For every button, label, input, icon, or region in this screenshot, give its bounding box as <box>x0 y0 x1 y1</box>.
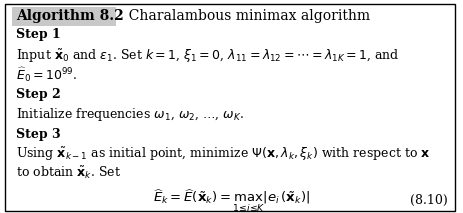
Text: Step 2: Step 2 <box>16 88 61 101</box>
Text: (8.10): (8.10) <box>409 194 447 207</box>
Text: $\widehat{E}_0 = 10^{99}$.: $\widehat{E}_0 = 10^{99}$. <box>16 66 78 84</box>
Text: Step 3: Step 3 <box>16 128 61 141</box>
Text: Algorithm 8.2: Algorithm 8.2 <box>16 9 124 23</box>
Bar <box>12 7 116 26</box>
Text: Initialize frequencies $\omega_1$, $\omega_2$, $\ldots$, $\omega_K$.: Initialize frequencies $\omega_1$, $\ome… <box>16 106 244 123</box>
Text: $\widehat{E}_k = \widehat{E}(\tilde{\mathbf{x}}_k) = \max_{1 \leq i \leq K} |e_i: $\widehat{E}_k = \widehat{E}(\tilde{\mat… <box>153 188 310 213</box>
Text: Step 1: Step 1 <box>16 28 61 41</box>
Text: Using $\tilde{\mathbf{x}}_{k-1}$ as initial point, minimize $\Psi(\mathbf{x}, \l: Using $\tilde{\mathbf{x}}_{k-1}$ as init… <box>16 145 430 163</box>
Text: Input $\tilde{\mathbf{x}}_0$ and $\varepsilon_1$. Set $k = 1$, $\xi_1 = 0$, $\la: Input $\tilde{\mathbf{x}}_0$ and $\varep… <box>16 47 399 65</box>
Text: Charalambous minimax algorithm: Charalambous minimax algorithm <box>119 9 369 23</box>
Text: to obtain $\tilde{\mathbf{x}}_k$. Set: to obtain $\tilde{\mathbf{x}}_k$. Set <box>16 165 121 181</box>
